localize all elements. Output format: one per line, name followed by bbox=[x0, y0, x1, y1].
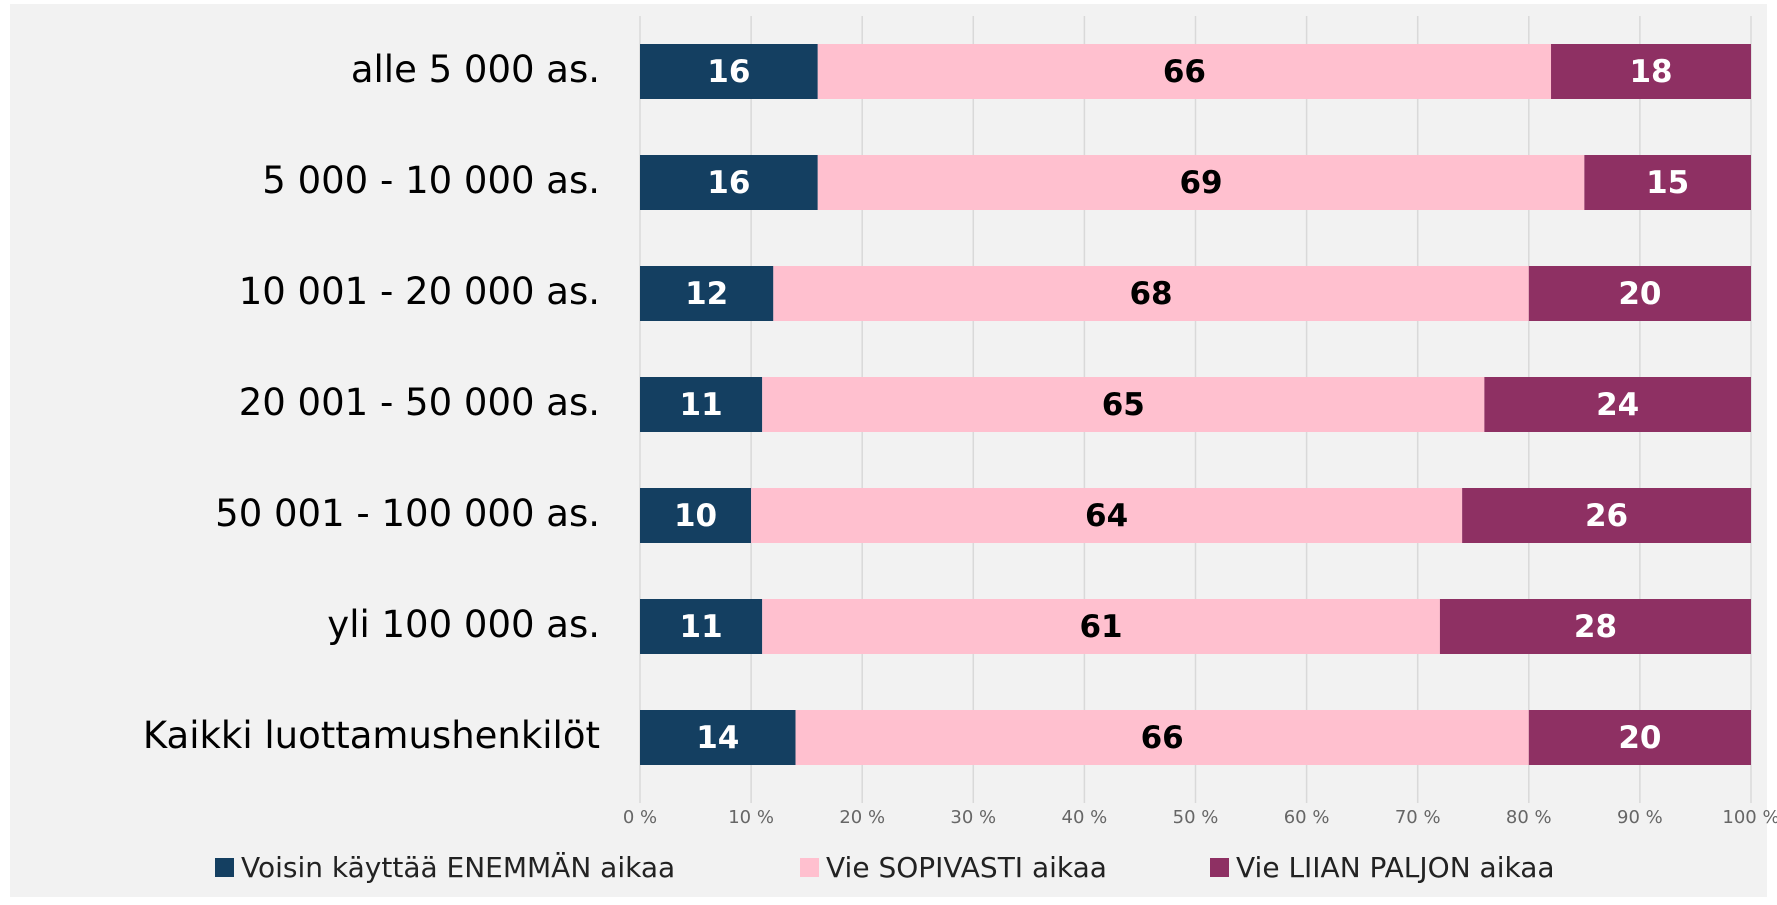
x-tick-label: 50 % bbox=[1173, 807, 1219, 828]
y-tick-label: 20 001 - 50 000 as. bbox=[239, 381, 600, 424]
bar-segment bbox=[640, 44, 818, 99]
bar-segment bbox=[795, 710, 1529, 765]
data-label: 64 bbox=[1085, 498, 1128, 534]
bar-segment bbox=[640, 155, 818, 210]
data-label: 16 bbox=[707, 165, 750, 201]
bar-segment bbox=[640, 599, 763, 654]
data-label: 15 bbox=[1646, 165, 1689, 201]
bar-segment bbox=[640, 488, 752, 543]
x-tick-label: 40 % bbox=[1062, 807, 1108, 828]
y-tick-label: alle 5 000 as. bbox=[351, 48, 600, 91]
data-label: 11 bbox=[680, 609, 723, 645]
x-tick-label: 80 % bbox=[1506, 807, 1552, 828]
data-label: 68 bbox=[1129, 276, 1172, 312]
data-label: 18 bbox=[1629, 54, 1672, 90]
bar-segment bbox=[817, 44, 1552, 99]
legend-swatch bbox=[215, 858, 234, 877]
data-label: 66 bbox=[1141, 720, 1184, 756]
x-tick-label: 90 % bbox=[1617, 807, 1663, 828]
data-label: 69 bbox=[1179, 165, 1222, 201]
bar-segment bbox=[1484, 377, 1751, 432]
y-tick-label: Kaikki luottamushenkilöt bbox=[143, 714, 600, 757]
x-tick-label: 0 % bbox=[623, 807, 657, 828]
x-tick-label: 100 % bbox=[1722, 807, 1777, 828]
data-label: 14 bbox=[696, 720, 739, 756]
bar-segment bbox=[1528, 710, 1751, 765]
bar-segment bbox=[1462, 488, 1751, 543]
legend-label: Vie SOPIVASTI aikaa bbox=[826, 851, 1107, 884]
bar-segment bbox=[640, 710, 796, 765]
data-label: 66 bbox=[1163, 54, 1206, 90]
data-label: 11 bbox=[680, 387, 723, 423]
data-label: 65 bbox=[1102, 387, 1145, 423]
x-tick-label: 70 % bbox=[1395, 807, 1441, 828]
data-label: 12 bbox=[685, 276, 728, 312]
bar-segment bbox=[762, 599, 1440, 654]
x-tick-label: 20 % bbox=[839, 807, 885, 828]
data-label: 16 bbox=[707, 54, 750, 90]
legend-swatch bbox=[1210, 858, 1229, 877]
y-tick-label: 5 000 - 10 000 as. bbox=[262, 159, 600, 202]
x-tick-label: 60 % bbox=[1284, 807, 1330, 828]
data-label: 20 bbox=[1618, 276, 1661, 312]
bar-segment bbox=[640, 377, 763, 432]
data-label: 10 bbox=[674, 498, 717, 534]
bar-segment bbox=[762, 377, 1485, 432]
x-tick-label: 10 % bbox=[728, 807, 774, 828]
bar-segment bbox=[1528, 266, 1751, 321]
legend-swatch bbox=[800, 858, 819, 877]
data-label: 24 bbox=[1596, 387, 1639, 423]
bar-segment bbox=[751, 488, 1463, 543]
y-tick-label: 10 001 - 20 000 as. bbox=[239, 270, 600, 313]
data-label: 20 bbox=[1618, 720, 1661, 756]
data-label: 28 bbox=[1574, 609, 1617, 645]
y-tick-label: yli 100 000 as. bbox=[327, 603, 600, 646]
bar-segment bbox=[773, 266, 1529, 321]
data-label: 26 bbox=[1585, 498, 1628, 534]
x-tick-label: 30 % bbox=[950, 807, 996, 828]
bar-segment bbox=[817, 155, 1585, 210]
bar-segment bbox=[640, 266, 774, 321]
bar-segment bbox=[1584, 155, 1751, 210]
legend-label: Vie LIIAN PALJON aikaa bbox=[1236, 851, 1555, 884]
bar-segment bbox=[1551, 44, 1751, 99]
bar-segment bbox=[1439, 599, 1751, 654]
data-label: 61 bbox=[1079, 609, 1122, 645]
y-tick-label: 50 001 - 100 000 as. bbox=[215, 492, 600, 535]
legend-label: Voisin käyttää ENEMMÄN aikaa bbox=[241, 851, 675, 884]
